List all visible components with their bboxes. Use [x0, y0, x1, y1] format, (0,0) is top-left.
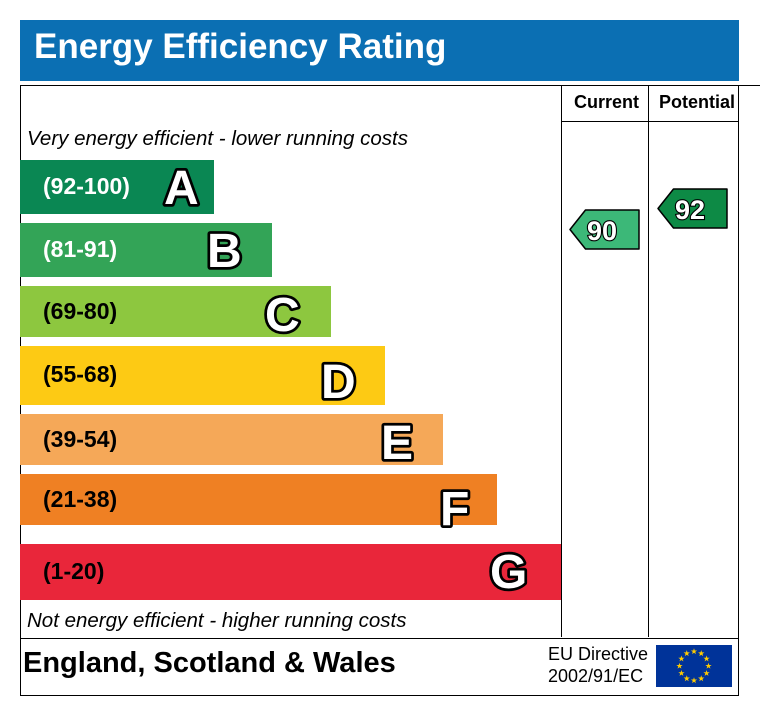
svg-text:E: E [381, 417, 413, 470]
svg-text:B: B [207, 225, 242, 278]
svg-text:F: F [440, 483, 469, 536]
svg-text:90: 90 [587, 216, 617, 246]
svg-text:G: G [490, 546, 527, 599]
svg-text:C: C [265, 289, 300, 342]
svg-text:A: A [164, 162, 199, 215]
svg-text:92: 92 [675, 195, 705, 225]
svg-text:D: D [321, 356, 356, 409]
